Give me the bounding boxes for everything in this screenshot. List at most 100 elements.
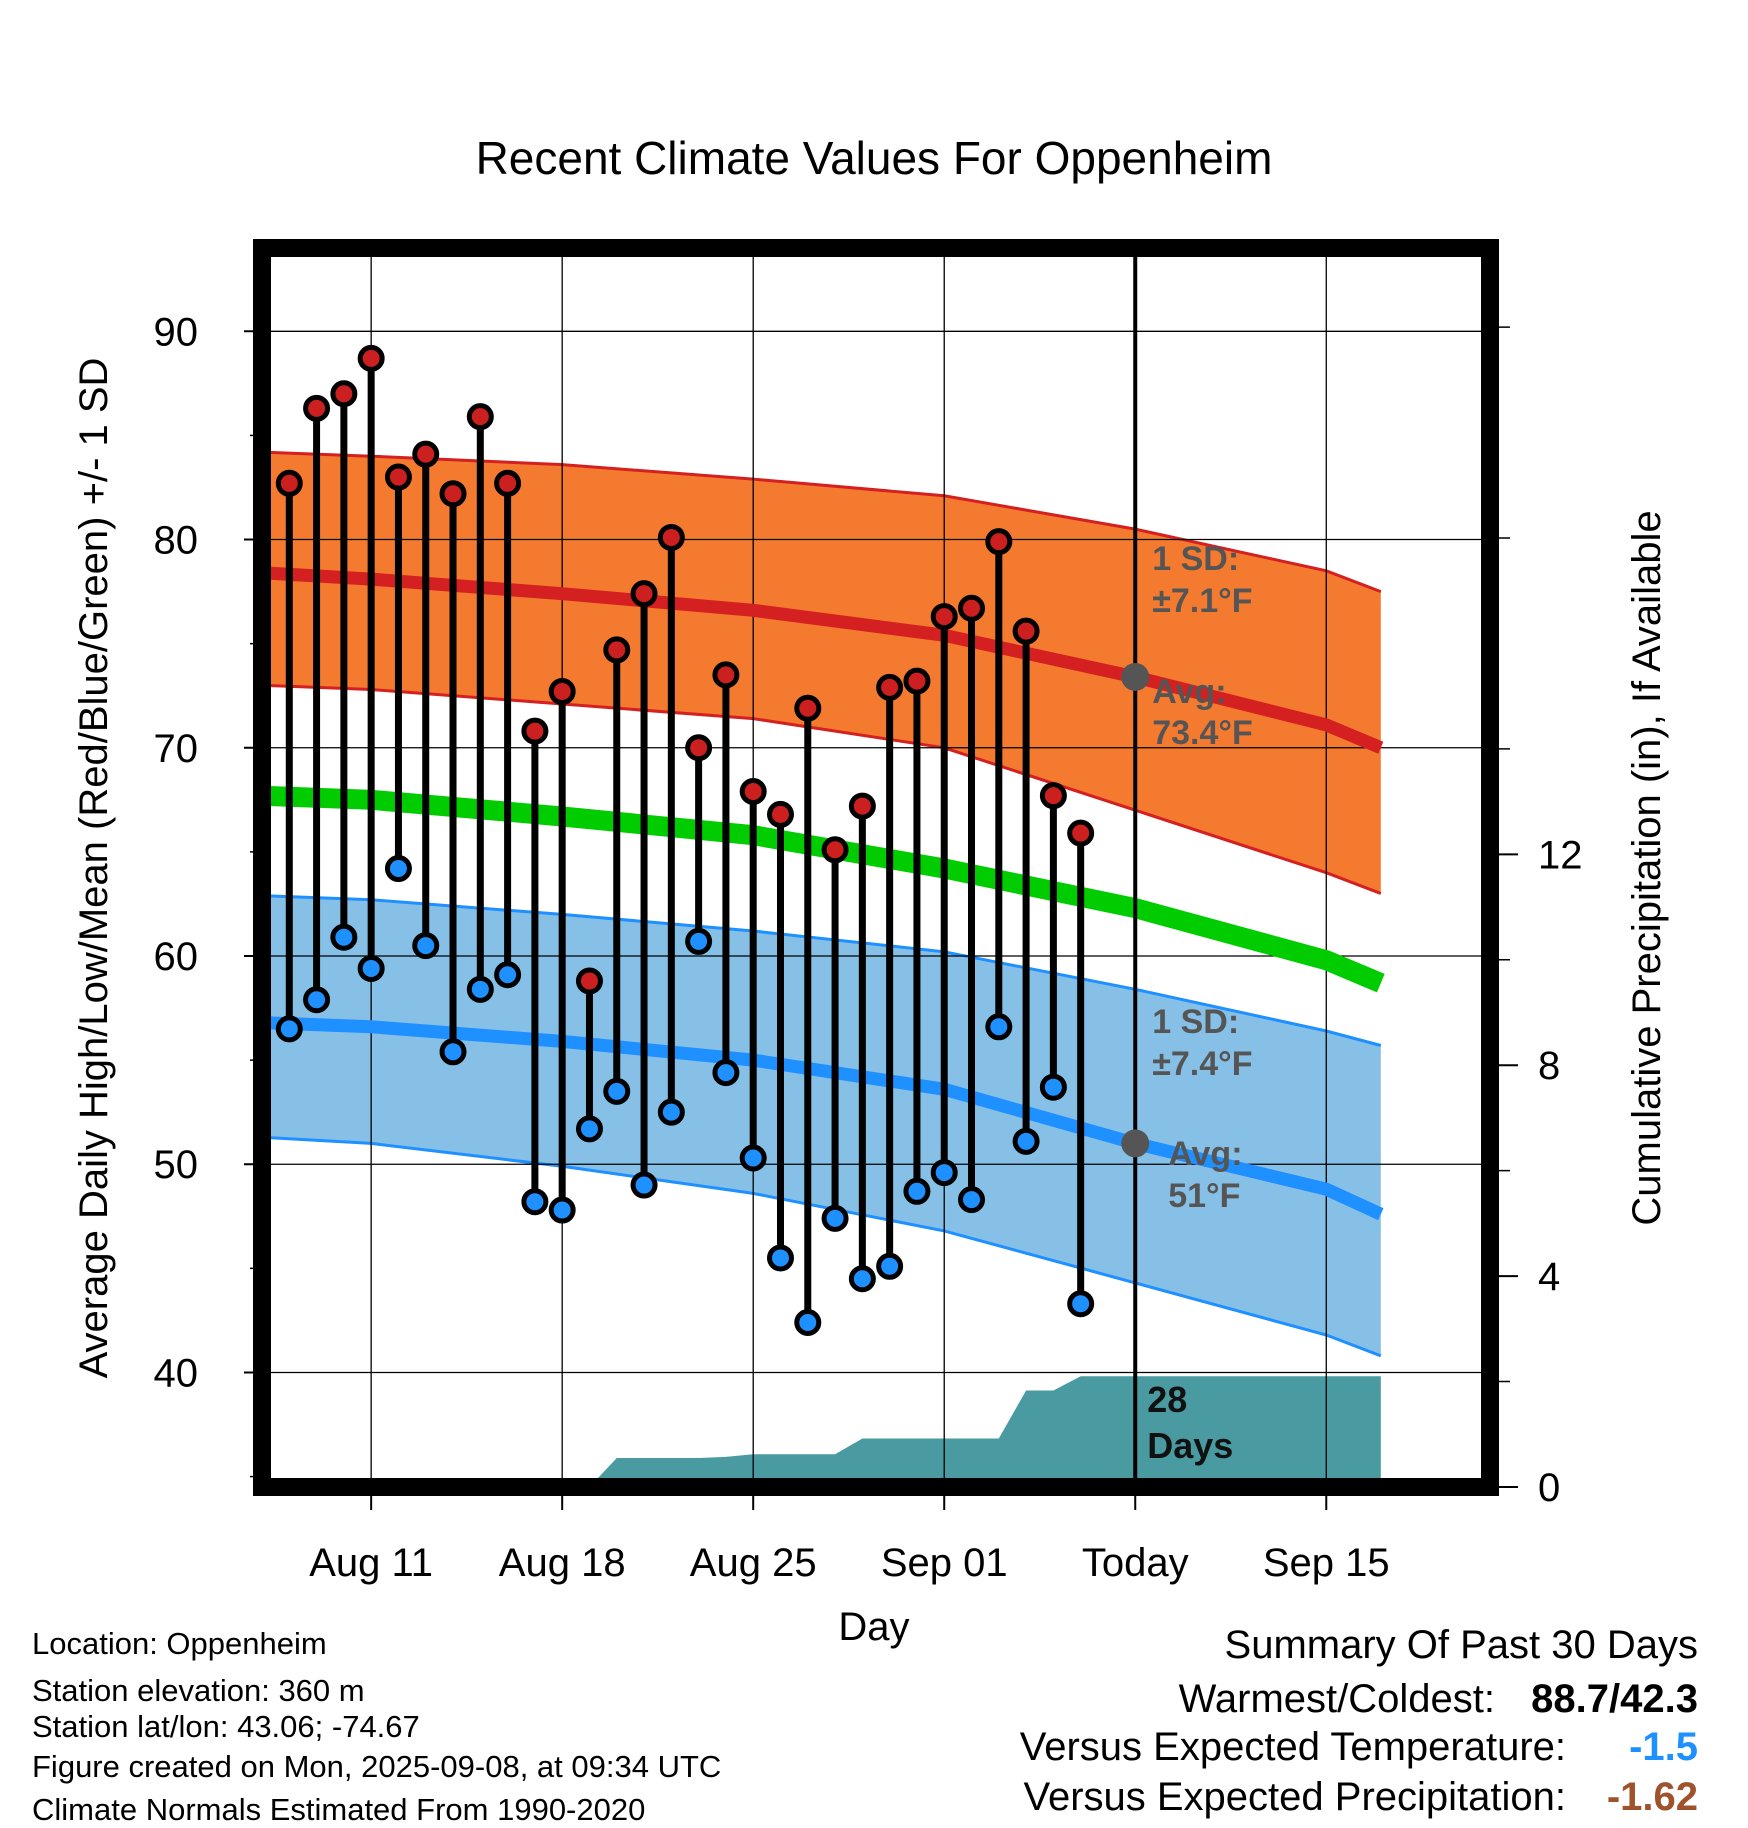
obs-low-2025-08-12 <box>384 855 412 883</box>
low-avg-value: 51°F <box>1168 1177 1240 1215</box>
obs-low-2025-08-30 <box>876 1252 904 1280</box>
days-count-label: 28 <box>1147 1379 1187 1420</box>
obs-high-2025-08-25 <box>739 777 767 805</box>
days-word-label: Days <box>1147 1425 1233 1466</box>
location-text: Location: Oppenheim <box>32 1626 327 1661</box>
obs-high-2025-08-30 <box>876 673 904 701</box>
obs-high-2025-08-27 <box>794 694 822 722</box>
obs-high-2025-08-24 <box>712 661 740 689</box>
vs-temp-label: Versus Expected Temperature: <box>1020 1725 1566 1769</box>
obs-high-2025-09-02 <box>958 594 986 622</box>
obs-high-2025-08-20 <box>603 636 631 664</box>
obs-low-2025-09-06 <box>1067 1290 1095 1318</box>
summary-title: Summary Of Past 30 Days <box>1225 1623 1698 1667</box>
obs-high-2025-08-16 <box>494 469 522 497</box>
obs-low-2025-08-10 <box>330 923 358 951</box>
obs-high-2025-08-22 <box>657 523 685 551</box>
low-sd-label: 1 SD: <box>1152 1003 1239 1041</box>
obs-low-2025-08-24 <box>712 1059 740 1087</box>
obs-low-2025-08-09 <box>303 986 331 1014</box>
high-avg-label: Avg: <box>1152 673 1226 711</box>
elevation-text: Station elevation: 360 m <box>32 1673 365 1708</box>
obs-low-2025-08-29 <box>848 1265 876 1293</box>
low-avg-label: Avg: <box>1168 1135 1242 1173</box>
obs-low-2025-08-31 <box>903 1177 931 1205</box>
today-low-avg-marker <box>1121 1129 1150 1158</box>
ytick-label-50: 50 <box>154 1143 199 1187</box>
obs-low-2025-08-25 <box>739 1144 767 1172</box>
y-axis-label: Average Daily High/Low/Mean (Red/Blue/Gr… <box>72 358 116 1379</box>
obs-high-2025-09-03 <box>985 528 1013 556</box>
high-normal-line <box>261 566 1384 754</box>
obs-low-2025-08-13 <box>412 932 440 960</box>
low-band-edge-low_upper <box>261 894 1382 1047</box>
ytick-label-70: 70 <box>154 727 199 771</box>
obs-high-2025-08-17 <box>521 717 549 745</box>
low-normal-line <box>261 1016 1384 1221</box>
obs-low-2025-08-14 <box>439 1038 467 1066</box>
obs-high-2025-08-19 <box>575 967 603 995</box>
obs-low-2025-08-15 <box>466 975 494 1003</box>
mean-normal-line <box>261 785 1385 993</box>
ytick-label-90: 90 <box>154 310 199 354</box>
ytick-label-80: 80 <box>154 519 199 563</box>
warmest-value: 88.7/42.3 <box>1531 1677 1698 1721</box>
high-sd-band <box>262 452 1381 894</box>
today-high-avg-marker <box>1121 662 1150 691</box>
xtick-label-2025-09-08: Today <box>1082 1541 1189 1585</box>
obs-high-2025-08-08 <box>275 469 303 497</box>
obs-high-2025-08-12 <box>384 463 412 491</box>
obs-low-2025-08-27 <box>794 1308 822 1336</box>
high-sd-label: 1 SD: <box>1152 540 1239 578</box>
xtick-label-2025-09-01: Sep 01 <box>881 1541 1008 1585</box>
xtick-label-2025-08-18: Aug 18 <box>499 1541 626 1585</box>
obs-high-2025-09-04 <box>1012 617 1040 645</box>
high-band-edge-high_lower <box>261 683 1382 895</box>
obs-high-2025-08-21 <box>630 580 658 608</box>
low-sd-band <box>262 895 1381 1356</box>
obs-low-2025-08-22 <box>657 1098 685 1126</box>
high-sd-value: ±7.1°F <box>1152 582 1252 620</box>
obs-high-2025-08-14 <box>439 480 467 508</box>
x-axis-label: Day <box>838 1605 909 1649</box>
obs-low-2025-08-28 <box>821 1204 849 1232</box>
ytick-label-40: 40 <box>154 1351 199 1395</box>
obs-low-2025-09-04 <box>1012 1127 1040 1155</box>
precip-cumulative-area <box>289 1376 1381 1487</box>
xtick-label-2025-09-15: Sep 15 <box>1263 1541 1390 1585</box>
obs-low-2025-08-11 <box>357 954 385 982</box>
obs-high-2025-08-09 <box>303 394 331 422</box>
normals-text: Climate Normals Estimated From 1990-2020 <box>32 1792 645 1827</box>
created-text: Figure created on Mon, 2025-09-08, at 09… <box>32 1749 721 1784</box>
vs-temp-value: -1.5 <box>1629 1725 1698 1769</box>
obs-high-2025-08-29 <box>848 792 876 820</box>
high-band-edge-high_upper <box>261 450 1382 594</box>
obs-high-2025-08-13 <box>412 440 440 468</box>
warmest-label: Warmest/Coldest: <box>1179 1677 1495 1721</box>
obs-low-2025-09-02 <box>958 1186 986 1214</box>
obs-low-2025-09-01 <box>930 1159 958 1187</box>
obs-low-2025-08-16 <box>494 961 522 989</box>
obs-high-2025-09-06 <box>1067 819 1095 847</box>
y2tick-label-4: 4 <box>1538 1255 1560 1299</box>
obs-low-2025-09-03 <box>985 1013 1013 1041</box>
obs-high-2025-08-10 <box>330 380 358 408</box>
ytick-label-60: 60 <box>154 935 199 979</box>
latlon-text: Station lat/lon: 43.06; -74.67 <box>32 1709 420 1744</box>
obs-low-2025-08-20 <box>603 1077 631 1105</box>
obs-high-2025-08-28 <box>821 836 849 864</box>
y2tick-label-8: 8 <box>1538 1044 1560 1088</box>
obs-high-2025-08-11 <box>357 344 385 372</box>
high-avg-value: 73.4°F <box>1152 714 1253 752</box>
y2-axis-label: Cumulative Precipitation (in), If Availa… <box>1625 510 1669 1225</box>
obs-low-2025-08-18 <box>548 1196 576 1224</box>
obs-high-2025-08-18 <box>548 678 576 706</box>
obs-low-2025-08-21 <box>630 1171 658 1199</box>
obs-high-2025-09-05 <box>1039 782 1067 810</box>
vs-precip-value: -1.62 <box>1607 1775 1698 1819</box>
vs-precip-label: Versus Expected Precipitation: <box>1023 1775 1566 1819</box>
xtick-label-2025-08-11: Aug 11 <box>309 1541 433 1585</box>
obs-high-2025-08-31 <box>903 667 931 695</box>
obs-high-2025-08-15 <box>466 403 494 431</box>
low-band-edge-low_lower <box>261 1135 1382 1358</box>
